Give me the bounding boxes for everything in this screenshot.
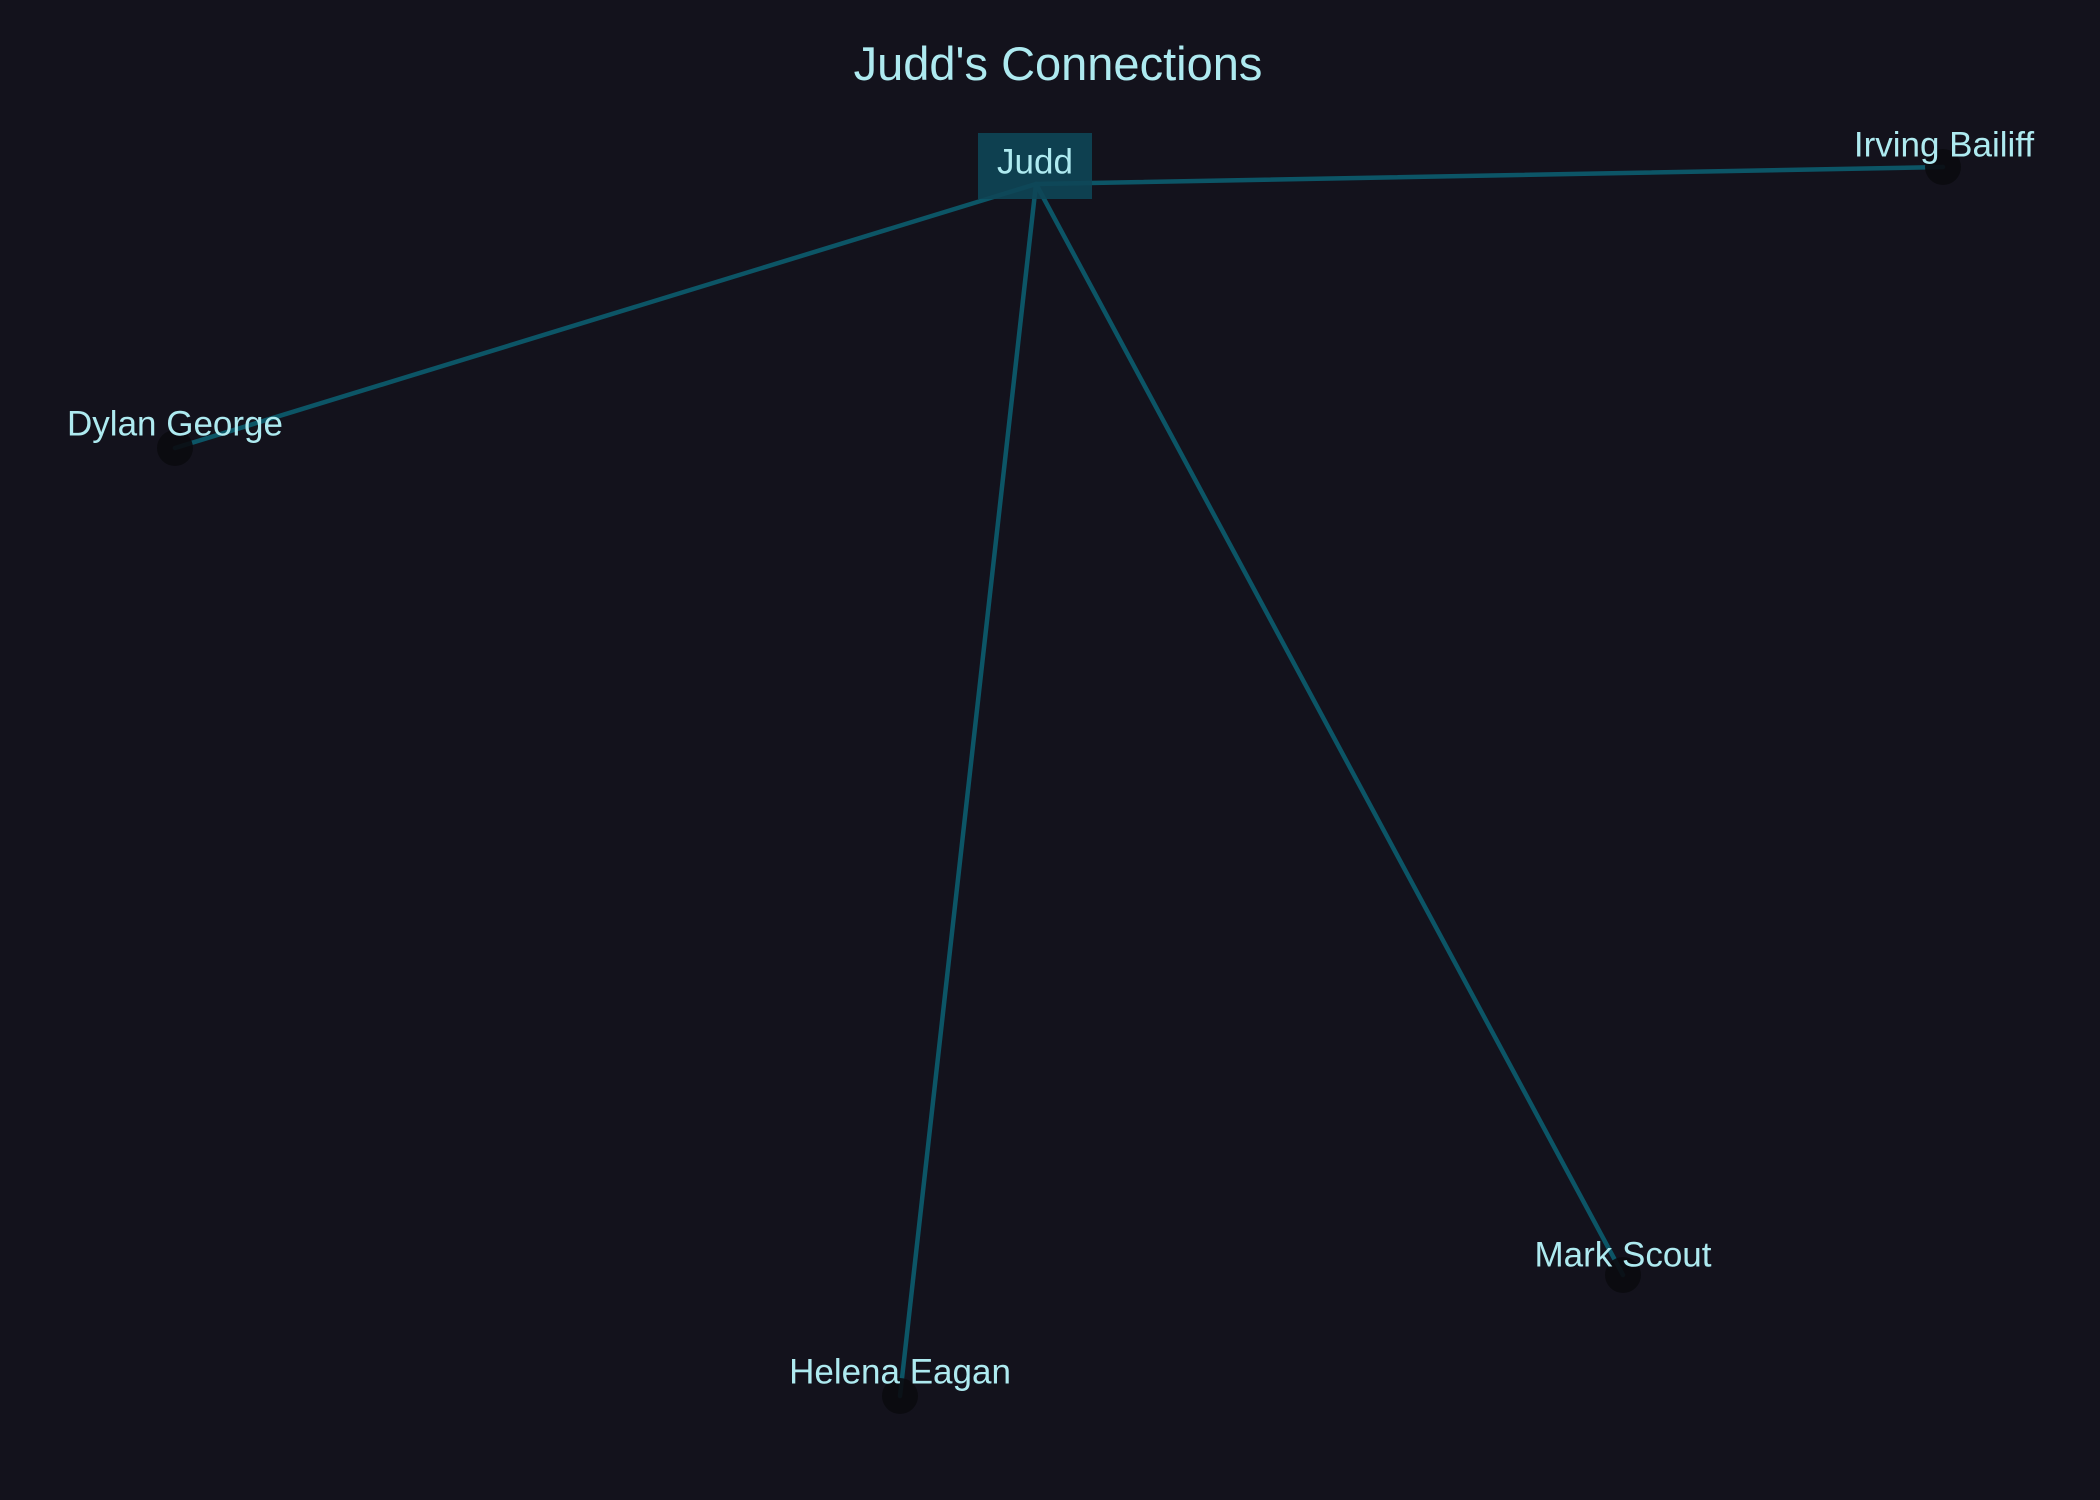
node-marker <box>1605 1257 1641 1293</box>
node-dylan-george[interactable]: Dylan George <box>67 404 283 466</box>
edge-judd-mark-scout <box>1033 181 1626 1278</box>
node-marker <box>882 1378 918 1414</box>
node-marker <box>1925 149 1961 185</box>
edge-judd-dylan-george <box>172 181 1039 451</box>
node-label: Dylan George <box>67 404 283 443</box>
node-judd-center[interactable]: Judd <box>978 133 1092 199</box>
edge-judd-helena-eagan <box>897 181 1039 1399</box>
node-irving-bailiff[interactable]: Irving Bailiff <box>1854 125 2035 185</box>
nodes: Irving Bailiff Dylan George Helena Eagan Ma… <box>67 125 2034 1414</box>
center-node-box <box>978 133 1092 199</box>
node-helena-eagan[interactable]: Helena Eagan <box>789 1352 1011 1414</box>
edges <box>172 164 1946 1399</box>
edge-judd-irving-bailiff <box>1033 164 1946 187</box>
node-label: Helena Eagan <box>789 1352 1011 1391</box>
node-marker <box>157 430 193 466</box>
node-label: Irving Bailiff <box>1854 125 2035 164</box>
node-mark-scout[interactable]: Mark Scout <box>1535 1235 1712 1293</box>
graph-title: Judd's Connections <box>854 37 1263 90</box>
node-label: Mark Scout <box>1535 1235 1712 1274</box>
center-node-label: Judd <box>997 142 1073 181</box>
